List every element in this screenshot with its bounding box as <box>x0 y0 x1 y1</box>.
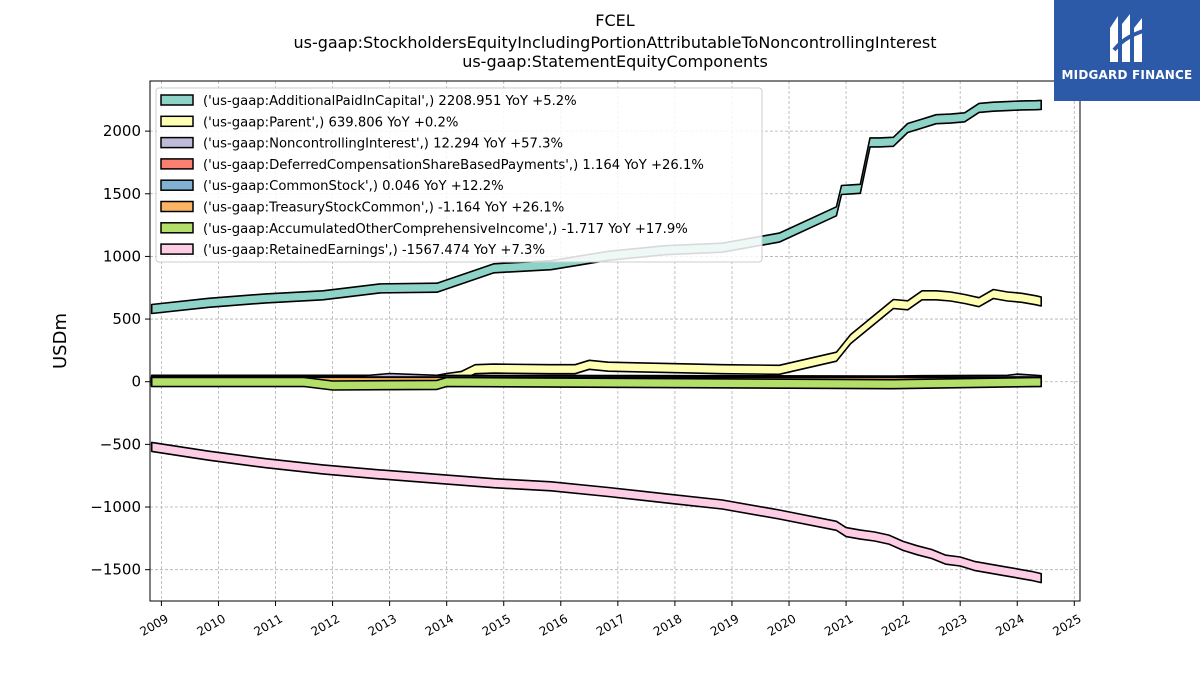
legend-swatch <box>160 136 194 149</box>
y-tick-label: −1500 <box>90 561 141 579</box>
legend: ('us-gaap:AdditionalPaidInCapital',) 220… <box>155 87 763 263</box>
x-tick-label: 2025 <box>1050 611 1083 638</box>
x-tick-label: 2022 <box>879 611 912 638</box>
series-7-ribbon <box>150 441 1042 584</box>
legend-swatch <box>160 200 194 213</box>
legend-swatch <box>160 115 194 128</box>
x-tick-label: 2009 <box>137 611 170 638</box>
x-tick-label: 2016 <box>537 611 570 638</box>
legend-swatch <box>160 94 194 106</box>
x-tick-label: 2014 <box>423 611 456 638</box>
legend-entry: ('us-gaap:DeferredCompensationShareBased… <box>203 158 704 173</box>
x-tick-label: 2018 <box>651 611 684 638</box>
legend-entry: ('us-gaap:AccumulatedOtherComprehensiveI… <box>203 222 688 237</box>
midgard-logo-icon <box>1110 14 1147 62</box>
chart-title-ticker: FCEL <box>595 11 635 30</box>
legend-swatch <box>160 158 194 170</box>
y-tick-label: −1000 <box>90 498 141 516</box>
legend-entry: ('us-gaap:NoncontrollingInterest',) 12.2… <box>203 137 563 152</box>
y-tick-label: −500 <box>100 435 141 453</box>
x-tick-label: 2019 <box>708 611 741 638</box>
x-tick-label: 2020 <box>765 611 798 638</box>
series-6-ribbon <box>150 376 1042 391</box>
y-tick-label: 500 <box>112 310 141 328</box>
legend-swatch <box>160 179 194 191</box>
chart-title-concept: us-gaap:StockholdersEquityIncludingPorti… <box>293 33 937 52</box>
plot-frame <box>149 80 1081 602</box>
legend-entry: ('us-gaap:AdditionalPaidInCapital',) 220… <box>203 94 577 109</box>
legend-swatch <box>160 222 194 234</box>
legend-entry: ('us-gaap:RetainedEarnings',) -1567.474 … <box>203 243 545 258</box>
y-tick-label: 0 <box>131 373 141 391</box>
series-1-ribbon <box>150 288 1042 386</box>
y-tick-label: 1500 <box>103 185 141 203</box>
legend-entry: ('us-gaap:TreasuryStockCommon',) -1.164 … <box>203 201 564 216</box>
x-tick-label: 2017 <box>594 611 627 638</box>
y-axis-label: USDm <box>50 313 71 369</box>
x-tick-label: 2015 <box>480 611 513 638</box>
y-tick-label: 2000 <box>103 122 141 140</box>
brand-badge: MIDGARD FINANCE <box>1054 0 1200 101</box>
brand-name: MIDGARD FINANCE <box>1061 68 1193 82</box>
x-tick-label: 2010 <box>195 611 228 638</box>
legend-entry: ('us-gaap:CommonStock',) 0.046 YoY +12.2… <box>203 179 504 194</box>
x-tick-label: 2011 <box>252 611 285 638</box>
x-tick-label: 2013 <box>366 611 399 638</box>
x-tick-label: 2012 <box>309 611 342 638</box>
y-tick-label: 1000 <box>103 247 141 265</box>
legend-entry: ('us-gaap:Parent',) 639.806 YoY +0.2% <box>203 115 458 130</box>
chart-title-statement: us-gaap:StatementEquityComponents <box>462 52 768 71</box>
legend-swatch <box>160 243 194 255</box>
series-group <box>150 99 1042 584</box>
x-tick-label: 2021 <box>822 611 855 638</box>
legend-box <box>155 87 763 263</box>
x-tick-label: 2024 <box>993 611 1026 638</box>
x-tick-label: 2023 <box>936 611 969 638</box>
